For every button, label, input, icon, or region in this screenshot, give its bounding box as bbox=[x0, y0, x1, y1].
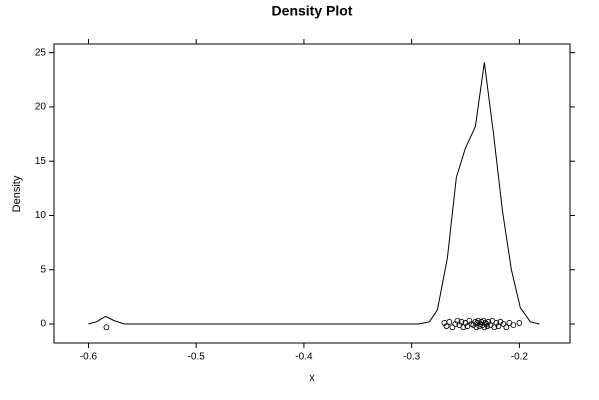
rug-point bbox=[446, 318, 453, 325]
x-tick-label: -0.2 bbox=[511, 352, 529, 363]
x-tick-label: -0.6 bbox=[80, 352, 98, 363]
x-tick-label: -0.4 bbox=[295, 352, 313, 363]
rug-point bbox=[503, 324, 510, 331]
x-axis-title: x bbox=[309, 372, 315, 384]
rug-point bbox=[500, 321, 507, 327]
chart-title: Density Plot bbox=[272, 3, 353, 19]
y-tick-label: 20 bbox=[35, 102, 47, 113]
y-axis-title: Density bbox=[11, 175, 23, 212]
y-tick-label: 0 bbox=[40, 319, 46, 330]
x-tick-label: -0.5 bbox=[188, 352, 206, 363]
x-tick-label: -0.3 bbox=[403, 352, 421, 363]
plot-frame bbox=[53, 43, 571, 344]
y-tick-label: 10 bbox=[35, 210, 47, 221]
rug-point bbox=[510, 322, 517, 328]
rug-point bbox=[443, 323, 450, 330]
density-line bbox=[88, 62, 540, 325]
rug-point bbox=[103, 324, 110, 331]
y-tick-label: 25 bbox=[35, 47, 47, 58]
y-tick-label: 15 bbox=[35, 156, 47, 167]
rug-point bbox=[516, 320, 523, 326]
rug-point bbox=[473, 324, 480, 331]
rug-point bbox=[458, 318, 465, 325]
rug-point bbox=[493, 320, 500, 326]
y-tick-label: 5 bbox=[40, 264, 46, 275]
rug-point bbox=[449, 324, 456, 331]
rug-point bbox=[484, 323, 491, 330]
